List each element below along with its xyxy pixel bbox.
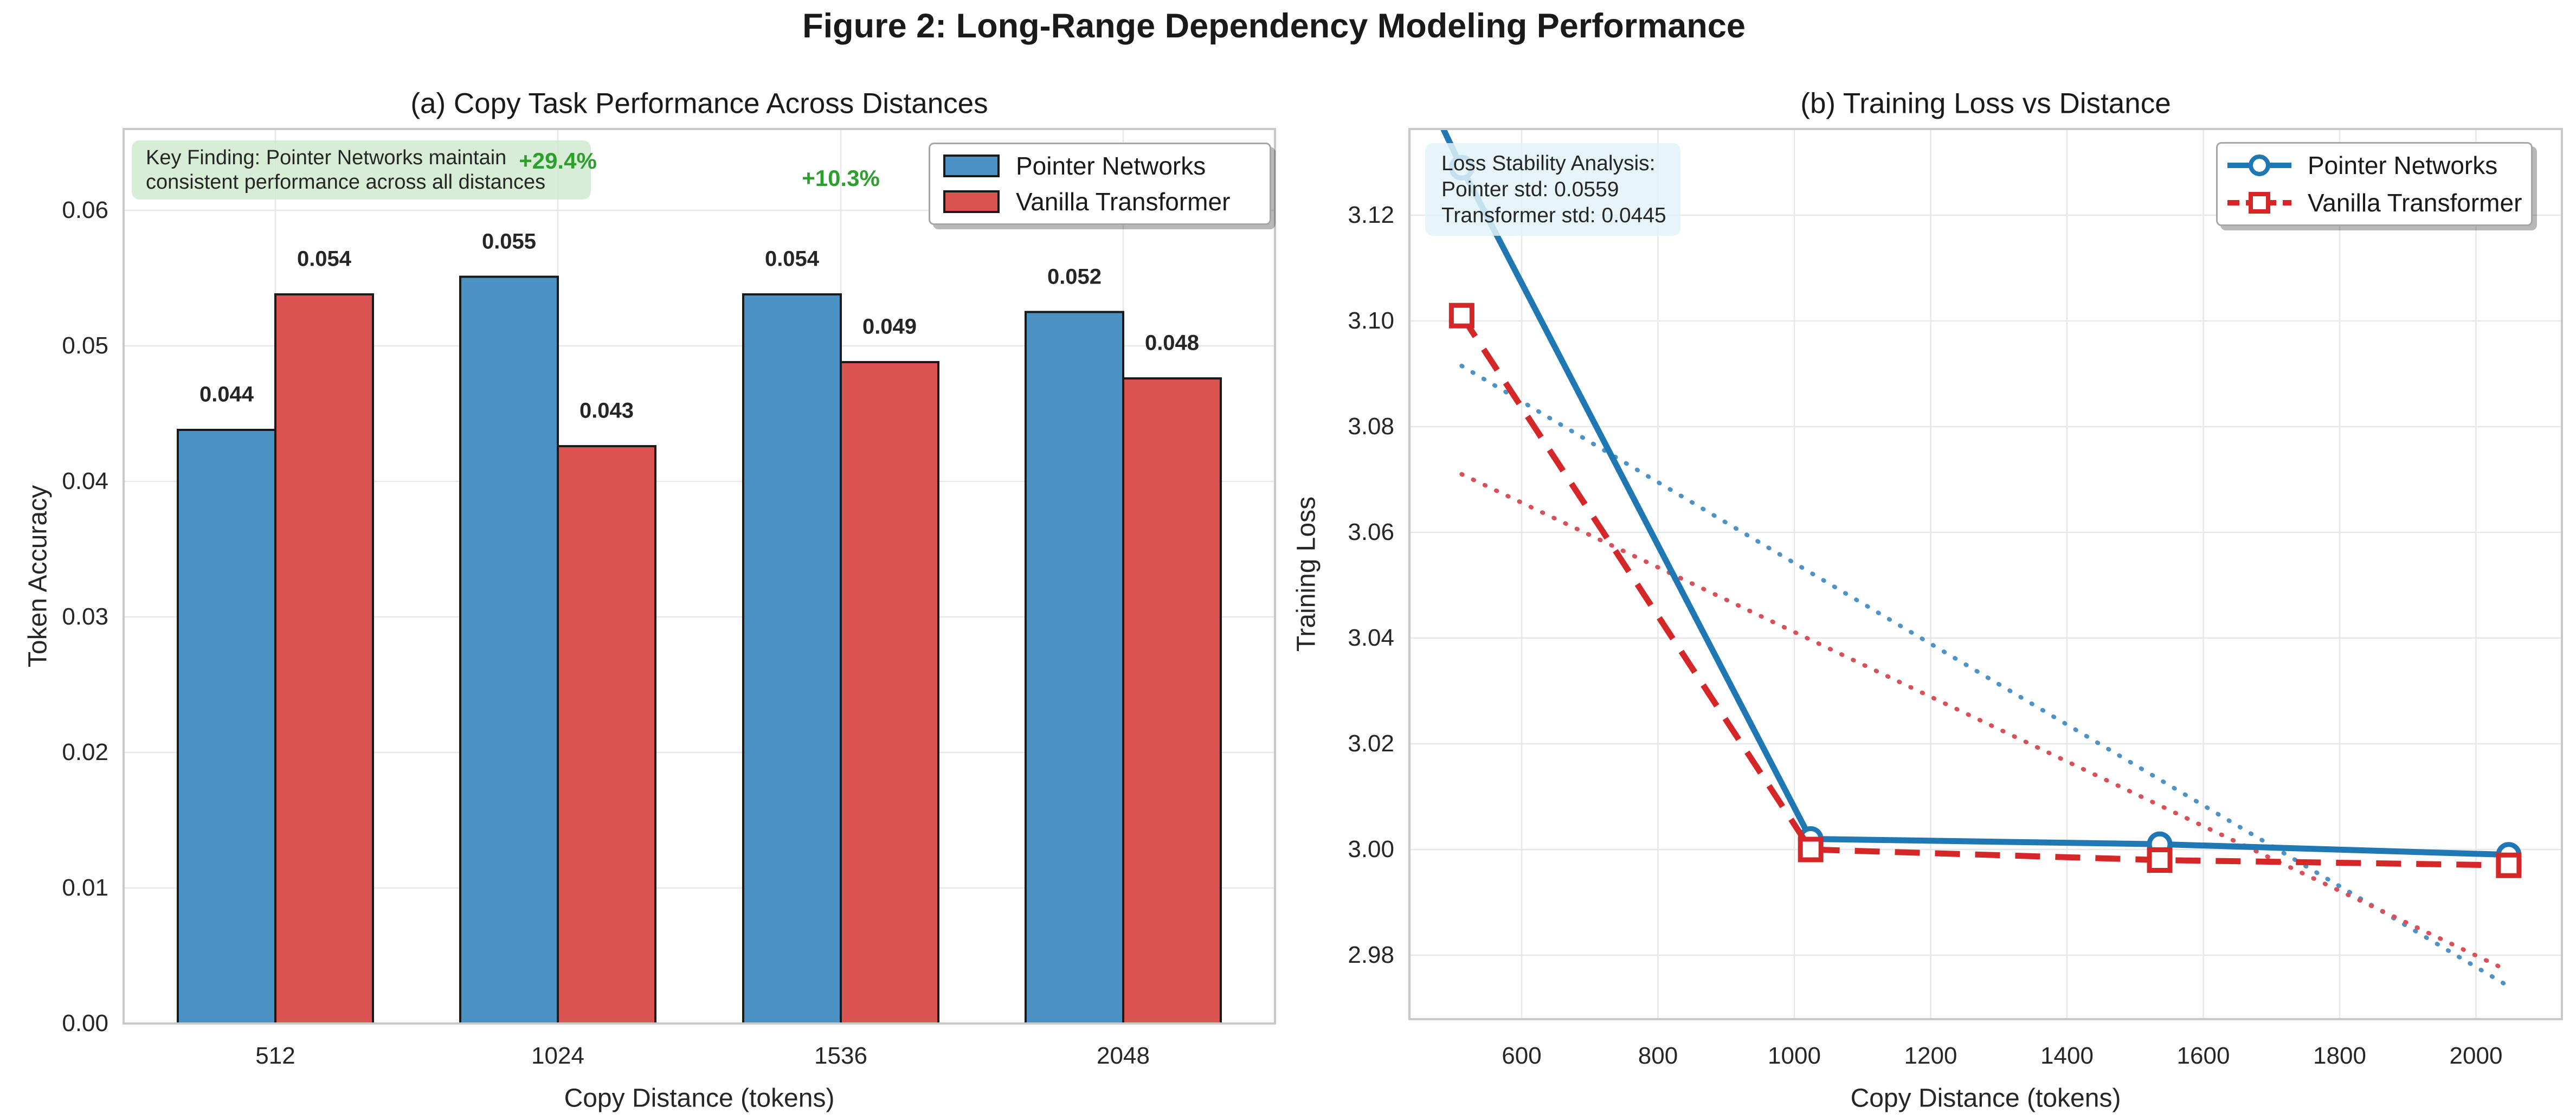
legend-row-vanilla-transformer-line: Vanilla Transformer (2218, 188, 2531, 218)
right-plot-border (1408, 128, 2563, 1020)
left-chart-title: (a) Copy Task Performance Across Distanc… (410, 87, 988, 120)
left-chart-legend: Pointer Networks Vanilla Transformer (929, 143, 1271, 225)
right-y-tick-label: 2.98 (1348, 942, 1394, 968)
right-y-tick-label: 3.06 (1348, 519, 1394, 545)
trend-line-transformer (1459, 472, 2511, 974)
loss-stability-line-2: Pointer std: 0.0559 (1441, 178, 1619, 201)
marker-square (2496, 852, 2522, 878)
left-y-tick-label: 0.03 (62, 603, 108, 630)
loss-stability-line-1: Loss Stability Analysis: (1441, 152, 1656, 175)
pointer-networks-line-marker-icon (2225, 150, 2294, 181)
right-x-tick-label: 1000 (1768, 1042, 1821, 1069)
right-x-tick-label: 1600 (2176, 1042, 2230, 1069)
figure-title: Figure 2: Long-Range Dependency Modeling… (802, 7, 1746, 45)
right-chart-legend: Pointer Networks Vanilla Transformer (2216, 142, 2533, 226)
right-x-tick-label: 1200 (1904, 1042, 1957, 1069)
right-y-axis-label: Training Loss (1292, 496, 1321, 652)
key-finding-note: Key Finding: Pointer Networks maintain c… (132, 140, 591, 199)
bar-value-label: 0.044 (199, 382, 254, 407)
bar-pointer-networks-512 (177, 429, 276, 1025)
legend-row-vanilla-transformer: Vanilla Transformer (930, 187, 1270, 216)
left-x-tick-label: 512 (255, 1042, 295, 1069)
left-y-tick-label: 0.04 (62, 468, 108, 494)
left-y-tick-label: 0.00 (62, 1010, 108, 1037)
bar-vanilla-transformer-1024 (557, 445, 656, 1025)
legend-label-pointer-networks: Pointer Networks (1016, 151, 1206, 180)
right-x-tick-label: 1400 (2040, 1042, 2094, 1069)
vanilla-transformer-swatch-icon (943, 190, 1000, 214)
pointer-networks-swatch-icon (943, 154, 1000, 177)
left-y-tick-label: 0.06 (62, 197, 108, 223)
right-y-tick-label: 3.02 (1348, 730, 1394, 757)
legend-row-pointer-networks-line: Pointer Networks (2218, 150, 2531, 181)
right-y-tick-label: 3.00 (1348, 836, 1394, 862)
left-x-tick-label: 1536 (814, 1042, 867, 1069)
right-y-tick-label: 3.08 (1348, 413, 1394, 440)
bar-pointer-networks-1024 (459, 275, 559, 1025)
bar-value-label: 0.049 (862, 314, 917, 339)
improvement-annotation: +10.3% (802, 165, 880, 191)
bar-vanilla-transformer-512 (274, 293, 374, 1025)
bar-value-label: 0.054 (764, 247, 820, 271)
improvement-annotation: +29.4% (519, 147, 597, 173)
marker-square (1798, 836, 1824, 862)
legend-row-pointer-networks: Pointer Networks (930, 151, 1270, 181)
loss-stability-line-3: Transformer std: 0.0445 (1441, 204, 1666, 227)
line-vanilla-transformer (1459, 314, 2509, 868)
left-y-axis-label: Token Accuracy (23, 485, 53, 668)
right-x-tick-label: 800 (1638, 1042, 1678, 1069)
right-y-tick-label: 3.10 (1348, 307, 1394, 334)
key-finding-line-1: Key Finding: Pointer Networks maintain (146, 146, 507, 169)
bar-pointer-networks-2048 (1025, 311, 1124, 1025)
left-plot-border (123, 128, 1276, 1025)
right-x-tick-label: 1800 (2313, 1042, 2366, 1069)
legend-label-vanilla-transformer: Vanilla Transformer (1016, 188, 1231, 216)
right-y-tick-label: 3.04 (1348, 625, 1394, 651)
trend-line-pointer (1459, 363, 2511, 989)
marker-square (1448, 302, 1474, 329)
bar-value-label: 0.052 (1047, 265, 1102, 288)
left-y-tick-label: 0.05 (62, 332, 108, 359)
right-x-axis-label: Copy Distance (tokens) (1850, 1084, 2121, 1113)
loss-stability-note: Loss Stability Analysis: Pointer std: 0.… (1425, 143, 1680, 236)
bar-vanilla-transformer-1536 (840, 361, 939, 1025)
left-x-axis-label: Copy Distance (tokens) (564, 1084, 835, 1113)
legend-label-vanilla-transformer-line: Vanilla Transformer (2308, 188, 2522, 217)
left-x-tick-label: 1024 (531, 1042, 584, 1069)
marker-square (2147, 847, 2173, 873)
left-y-tick-label: 0.02 (62, 739, 108, 765)
right-y-tick-label: 3.12 (1348, 202, 1394, 228)
bar-value-label: 0.043 (579, 398, 634, 423)
legend-label-pointer-networks-line: Pointer Networks (2308, 151, 2498, 180)
right-x-tick-label: 2000 (2449, 1042, 2503, 1069)
key-finding-line-2: consistent performance across all distan… (146, 171, 546, 194)
left-y-tick-label: 0.01 (62, 874, 108, 901)
right-chart-title: (b) Training Loss vs Distance (1800, 87, 2171, 120)
vanilla-transformer-line-marker-icon (2225, 188, 2294, 218)
bar-value-label: 0.048 (1144, 331, 1200, 355)
left-x-tick-label: 2048 (1097, 1042, 1150, 1069)
bar-value-label: 0.055 (481, 229, 537, 253)
right-x-tick-label: 600 (1502, 1042, 1542, 1069)
bar-vanilla-transformer-2048 (1122, 377, 1222, 1025)
bar-value-label: 0.054 (297, 247, 352, 271)
bar-pointer-networks-1536 (742, 293, 842, 1025)
